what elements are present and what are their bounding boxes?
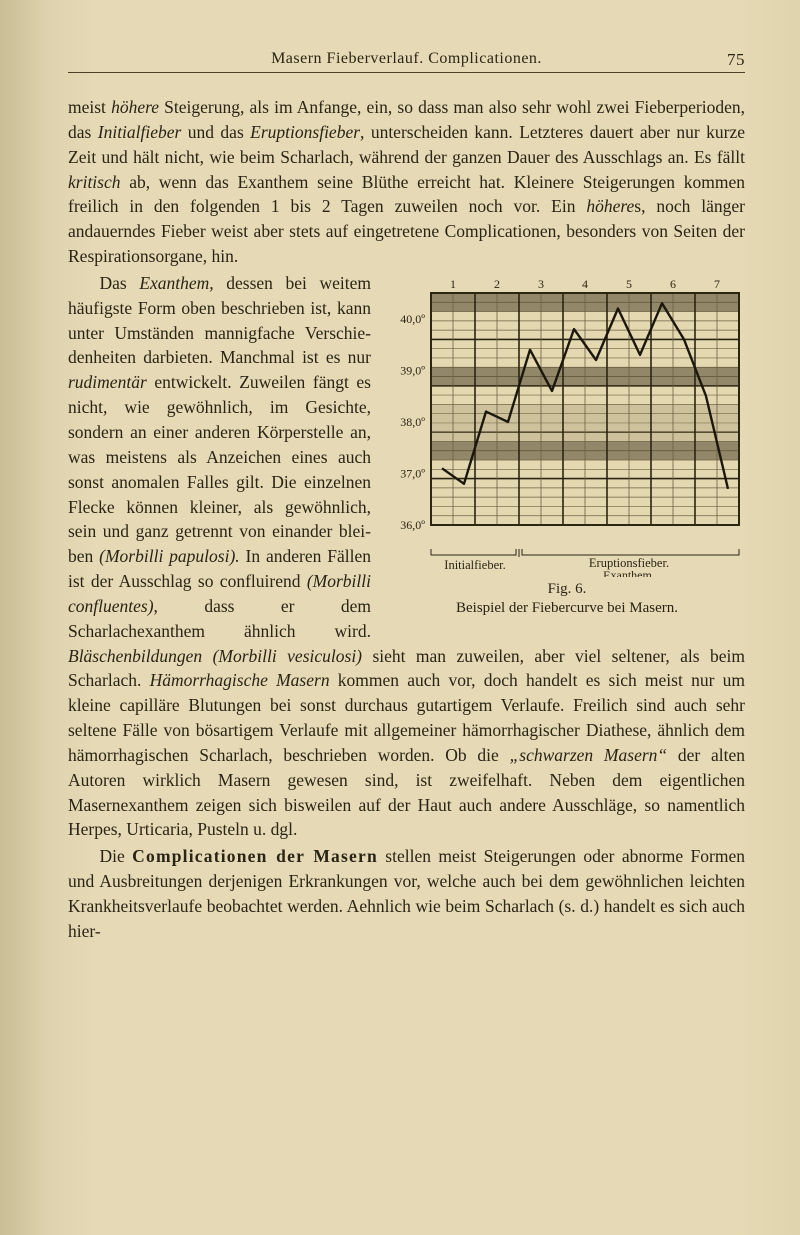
paragraph-3: Die Complicationen der Masern stellen me… — [68, 844, 745, 943]
svg-text:4: 4 — [582, 277, 588, 291]
paragraph-1: meist höhere Steigerung, als im Anfange,… — [68, 95, 745, 269]
svg-text:Exanthem.: Exanthem. — [603, 568, 655, 577]
page-number: 75 — [727, 50, 745, 70]
svg-text:6: 6 — [670, 277, 676, 291]
svg-text:38,0º: 38,0º — [400, 415, 425, 429]
svg-text:Initialfieber.: Initialfieber. — [444, 558, 505, 572]
svg-text:36,0º: 36,0º — [400, 518, 425, 532]
figure-text-wrap: 1 2 3 4 5 6 7 40,0º 39,0º 38,0º 37,0º 36,0º Initial… — [68, 271, 745, 844]
fever-curve-chart: 1 2 3 4 5 6 7 40,0º 39,0º 38,0º 37,0º 36,0º — [389, 275, 745, 545]
running-head: Masern Fieberverlauf. Complicationen. 75 — [68, 50, 745, 68]
svg-text:7: 7 — [714, 277, 720, 291]
figure-bottom-bracket: Initialfieber.Eruptionsfieber.Exanthem. — [389, 547, 745, 577]
svg-text:3: 3 — [538, 277, 544, 291]
page-container: { "header": { "running_title": "Masern F… — [0, 0, 800, 1235]
bracket-svg: Initialfieber.Eruptionsfieber.Exanthem. — [389, 547, 745, 577]
svg-text:39,0º: 39,0º — [400, 363, 425, 377]
svg-text:1: 1 — [450, 277, 456, 291]
figure-caption-text: Beispiel der Fiebercurve bei Masern. — [456, 600, 678, 616]
header-rule — [68, 72, 745, 73]
figure: 1 2 3 4 5 6 7 40,0º 39,0º 38,0º 37,0º 36,0º Initial… — [389, 275, 745, 617]
svg-text:2: 2 — [494, 277, 500, 291]
svg-text:40,0º: 40,0º — [400, 312, 425, 326]
running-title: Masern Fieberverlauf. Complicationen. — [271, 50, 542, 67]
figure-number: Fig. 6. — [389, 581, 745, 598]
figure-caption: Fig. 6. Beispiel der Fiebercurve bei Mas… — [389, 581, 745, 617]
svg-text:37,0º: 37,0º — [400, 466, 425, 480]
svg-text:5: 5 — [626, 277, 632, 291]
